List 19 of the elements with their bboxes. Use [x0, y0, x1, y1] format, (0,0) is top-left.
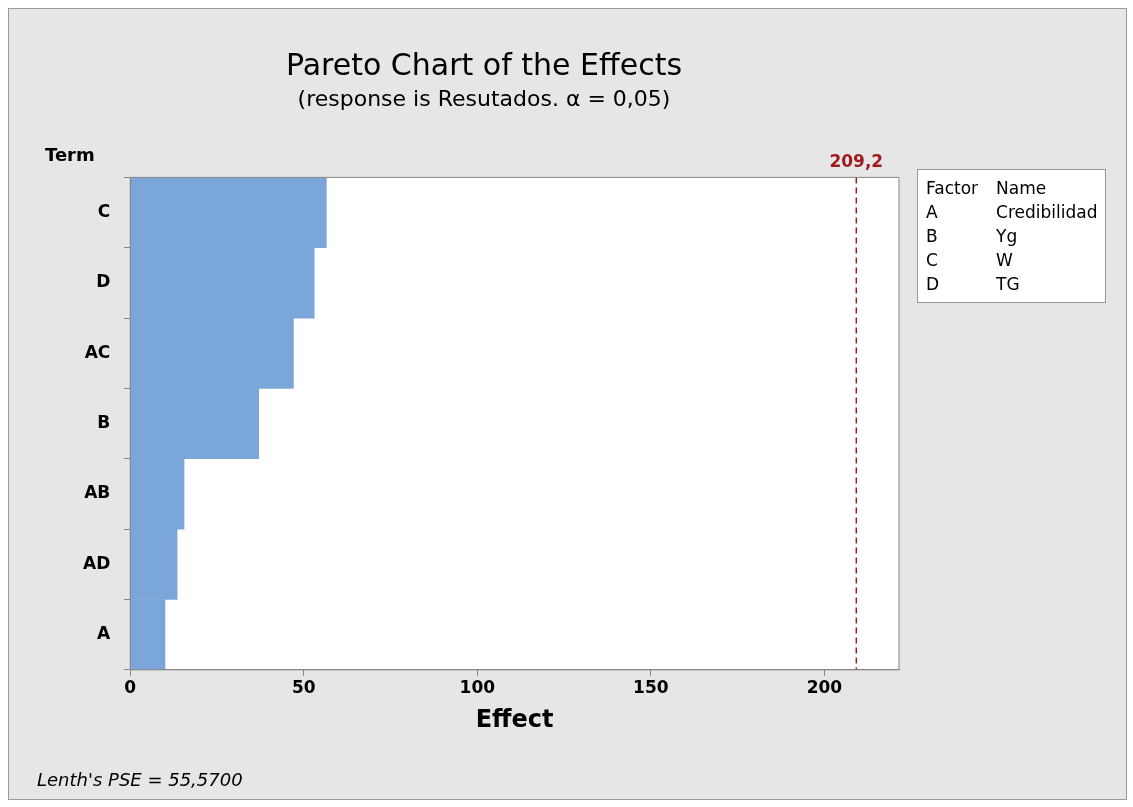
- y-tick-label: C: [97, 200, 111, 221]
- chart-subtitle: (response is Resutados. α = 0,05): [297, 85, 671, 111]
- x-axis-title: Effect: [475, 704, 554, 733]
- text: Lenth's PSE = 55,5700: [37, 769, 243, 790]
- factor-table: Factor Name A Credibilidad B Yg C W D TG: [917, 169, 1107, 303]
- y-tick-label: D: [96, 271, 111, 292]
- x-tick-label: 150: [633, 677, 669, 698]
- ref-line-label: 209,2: [829, 151, 884, 172]
- y-tick-label: AB: [84, 482, 111, 503]
- x-tick-label: 200: [806, 677, 843, 698]
- y-tick-label: A: [97, 623, 112, 644]
- y-tick-label: AC: [84, 341, 111, 362]
- y-tick-label: AD: [82, 552, 111, 573]
- x-tick-label: 50: [291, 677, 316, 698]
- chart-title: Pareto Chart of the Effects: [285, 46, 683, 82]
- y-axis-title: Term: [45, 144, 95, 166]
- y-tick-label: B: [97, 412, 111, 433]
- x-tick-label: 100: [459, 677, 496, 698]
- x-tick-label: 0: [124, 677, 137, 698]
